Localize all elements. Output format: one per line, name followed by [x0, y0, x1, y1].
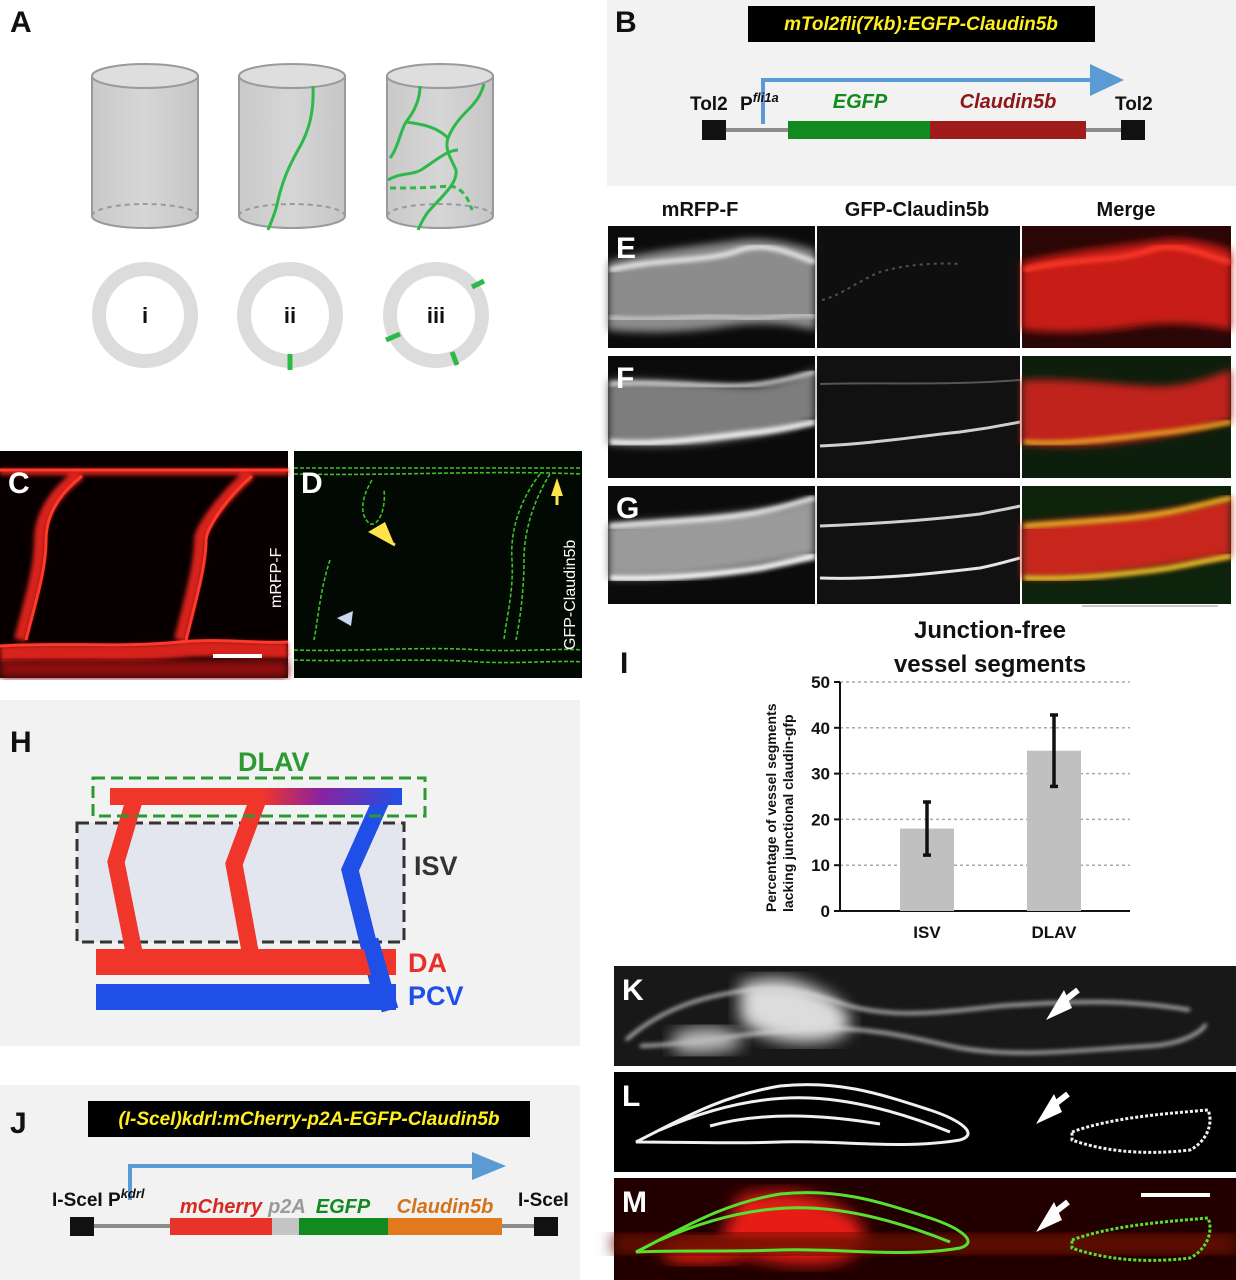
ring-i	[92, 262, 198, 368]
panel-label-k: K	[622, 974, 644, 1007]
claudin5b-label: Claudin5b	[960, 91, 1057, 113]
case-label-ii: ii	[284, 303, 296, 328]
panel-l: L	[614, 1072, 1236, 1172]
column-header-merge: Merge	[1097, 199, 1156, 221]
panel-label-c: C	[8, 467, 30, 500]
dlav-box	[91, 776, 427, 818]
panel-label-b: B	[615, 6, 637, 39]
mcherry-label: mCherry	[180, 1196, 263, 1218]
x-tick-label: ISV	[913, 923, 941, 942]
p2a-segment	[272, 1218, 299, 1235]
row-e: E	[608, 226, 1232, 348]
tol2-right-block	[1121, 120, 1145, 140]
construct-box-j	[88, 1101, 530, 1137]
dlav-label: DLAV	[238, 747, 310, 777]
cylinder-iii	[386, 63, 494, 231]
claudin5b-segment-j	[388, 1218, 502, 1235]
panel-i: I Junction-free vessel segments Percenta…	[620, 617, 1130, 942]
panel-m: M	[614, 1178, 1236, 1280]
y-tick-label: 0	[821, 902, 830, 921]
construct-name-j: (I-SceI)kdrl:mCherry-p2A-EGFP-Claudin5b	[118, 1109, 499, 1130]
ring-junctions	[385, 278, 486, 366]
panel-label-g: G	[616, 492, 639, 525]
ring-iii	[383, 262, 489, 368]
da-label: DA	[408, 948, 447, 978]
panel-a: A i	[10, 6, 494, 370]
panel-b: B mTol2fli(7kb):EGFP-Claudin5b Tol2 Tol2…	[607, 0, 1236, 186]
arrowhead-white	[337, 611, 353, 626]
x-tick-label: DLAV	[1031, 923, 1077, 942]
egfp-segment	[788, 121, 930, 139]
panel-label-e: E	[616, 232, 636, 265]
panel-label-m: M	[622, 1186, 647, 1219]
channel-label-d: GFP-Claudin5b	[562, 540, 579, 650]
p2a-label: p2A	[267, 1196, 306, 1218]
promoter-label-j: Pkdrl	[108, 1186, 145, 1211]
channel-label-c: mRFP-F	[268, 547, 285, 608]
row-f: F	[608, 356, 1232, 478]
panel-k: K	[614, 966, 1236, 1066]
panel-label-d: D	[301, 467, 323, 500]
panel-label-l: L	[622, 1080, 640, 1113]
tol2-right-label: Tol2	[1115, 94, 1153, 115]
pcv-label: PCV	[408, 981, 464, 1011]
transcription-arrow	[1090, 64, 1124, 96]
panel-efg: mRFP-F GFP-Claudin5b Merge E	[608, 199, 1232, 607]
panel-label-j: J	[10, 1107, 27, 1140]
bar-chart: 0 10 20 30 40 50 ISV DLAV	[811, 673, 1130, 942]
isv-label: ISV	[414, 851, 458, 881]
construct-name: mTol2fli(7kb):EGFP-Claudin5b	[784, 14, 1058, 35]
dlav-vessel	[110, 788, 402, 805]
panel-c: C mRFP-F	[0, 451, 289, 678]
panel-j: J (I-SceI)kdrl:mCherry-p2A-EGFP-Claudin5…	[0, 1085, 580, 1280]
junction-network	[387, 83, 486, 231]
iscei-right-label: I-SceI	[518, 1190, 569, 1211]
egfp-label-j: EGFP	[316, 1196, 371, 1218]
da-vessel	[96, 949, 396, 975]
junction-line	[266, 85, 315, 231]
panel-label-a: A	[10, 6, 32, 39]
tol2-left-block	[702, 120, 726, 140]
iscei-right-block	[534, 1217, 558, 1236]
construct-box	[748, 6, 1095, 42]
transcription-arrow-j	[472, 1152, 506, 1180]
iscei-left-block	[70, 1217, 94, 1236]
cylinder-i	[91, 63, 199, 229]
panel-label-i: I	[620, 647, 628, 680]
tol2-left-label: Tol2	[690, 94, 728, 115]
y-tick-label: 40	[811, 719, 830, 738]
cylinder-ii	[238, 63, 346, 231]
mcherry-segment	[170, 1218, 272, 1235]
claudin5b-label-j: Claudin5b	[397, 1196, 494, 1218]
case-label-iii: iii	[427, 303, 445, 328]
case-label-i: i	[142, 303, 148, 328]
y-axis-label-line-2: lacking junctional claudin-gfp	[780, 714, 796, 912]
row-g: G	[608, 486, 1232, 604]
panel-label-f: F	[616, 362, 634, 395]
y-tick-label: 50	[811, 673, 830, 692]
claudin5b-segment	[930, 121, 1086, 139]
y-tick-label: 10	[811, 856, 830, 875]
pcv-vessel	[96, 984, 396, 1010]
panel-label-h: H	[10, 726, 32, 759]
panel-h: H DLAV ISV DA PCV	[0, 700, 580, 1046]
column-header-mrfp: mRFP-F	[662, 199, 739, 221]
egfp-label: EGFP	[833, 91, 888, 113]
isv-artery-1	[107, 791, 145, 964]
arrow-yellow-2	[551, 478, 563, 496]
y-tick-label: 30	[811, 765, 830, 784]
chart-title-line-1: Junction-free	[914, 617, 1066, 644]
y-tick-label: 20	[811, 810, 830, 829]
iscei-left-label: I-SceI	[52, 1190, 103, 1211]
column-header-gfp: GFP-Claudin5b	[845, 199, 989, 221]
egfp-segment-j	[299, 1218, 388, 1235]
panel-d: D GFP-Claudin5b	[293, 451, 583, 678]
promoter-label: Pfli1a	[740, 90, 779, 115]
y-axis-label-line-1: Percentage of vessel segments	[763, 703, 779, 912]
chart-title-line-2: vessel segments	[894, 651, 1086, 678]
